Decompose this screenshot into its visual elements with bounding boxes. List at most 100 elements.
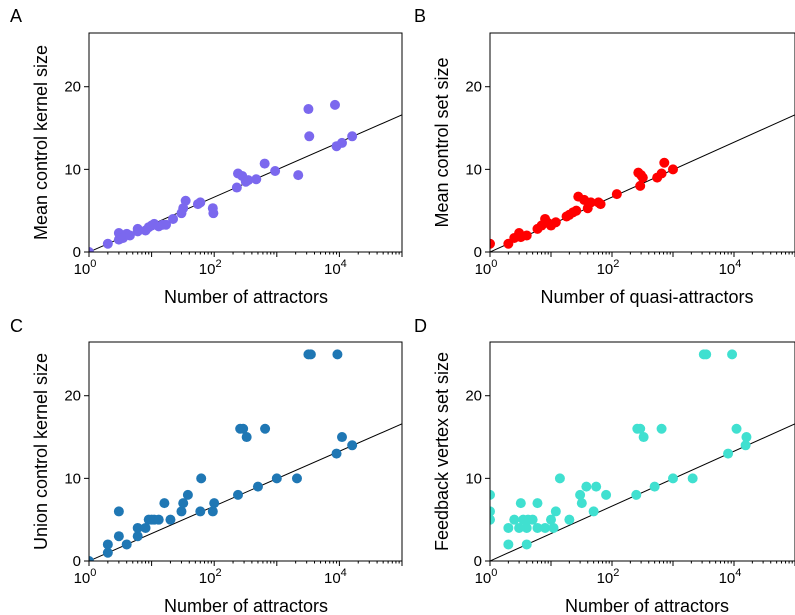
- data-point: [180, 195, 191, 206]
- data-point: [113, 506, 124, 517]
- x-tick-label: 104: [324, 567, 347, 587]
- data-point: [727, 349, 738, 360]
- data-point: [731, 423, 742, 434]
- data-point: [585, 197, 596, 208]
- data-point: [102, 238, 113, 249]
- data-point: [687, 473, 698, 484]
- data-point: [176, 506, 187, 517]
- data-point: [521, 539, 532, 550]
- x-tick-label: 102: [597, 567, 620, 587]
- data-point: [121, 539, 132, 550]
- data-point: [305, 349, 316, 360]
- y-tick-label: 20: [64, 79, 81, 96]
- y-tick-label: 20: [465, 79, 482, 96]
- panel-B: 100 102 104 0 10 20 Number of quasi-attractors…: [414, 6, 795, 307]
- data-point: [490, 238, 495, 249]
- data-point: [336, 432, 347, 443]
- y-tick-label: 0: [474, 553, 482, 570]
- y-axis-label: Feedback vertex set size: [432, 352, 452, 551]
- data-point: [515, 498, 526, 509]
- panel-letter: B: [414, 6, 426, 26]
- data-point: [89, 247, 94, 252]
- y-axis-label: Mean control kernel size: [31, 45, 51, 240]
- data-point: [132, 522, 143, 533]
- data-point: [741, 432, 752, 443]
- x-tick-label: 100: [475, 567, 498, 587]
- x-tick-label: 102: [199, 567, 222, 587]
- panel-letter: D: [414, 316, 427, 336]
- data-point: [638, 432, 649, 443]
- x-tick-label: 102: [199, 258, 222, 278]
- data-point: [631, 489, 642, 500]
- panel-letter: C: [10, 316, 23, 336]
- data-point: [601, 489, 612, 500]
- data-point: [331, 448, 342, 459]
- data-point: [701, 349, 712, 360]
- data-point: [503, 539, 514, 550]
- data-point: [252, 481, 263, 492]
- data-point: [113, 531, 124, 542]
- data-point: [153, 514, 164, 525]
- data-point: [723, 448, 734, 459]
- x-axis-label: Number of attractors: [164, 287, 328, 307]
- data-point: [668, 473, 678, 484]
- data-point: [195, 197, 206, 208]
- data-point: [161, 219, 172, 230]
- data-point: [209, 498, 220, 509]
- data-point: [540, 522, 551, 533]
- data-point: [532, 498, 543, 509]
- data-point: [554, 473, 565, 484]
- panel-C: 100 102 104 0 10 20 Number of attractors Union …: [10, 316, 403, 615]
- data-point: [649, 481, 660, 492]
- data-point: [165, 514, 176, 525]
- data-point: [196, 473, 207, 484]
- data-point: [548, 522, 559, 533]
- y-tick-label: 10: [465, 470, 482, 487]
- data-point: [581, 481, 592, 492]
- data-point: [503, 522, 514, 533]
- x-axis-label: Number of attractors: [565, 596, 729, 615]
- data-point: [178, 498, 189, 509]
- y-tick-label: 0: [73, 244, 81, 261]
- data-point: [132, 531, 143, 542]
- data-point: [208, 208, 219, 219]
- data-point: [611, 189, 622, 200]
- data-point: [509, 514, 520, 525]
- x-tick-label: 104: [719, 567, 742, 587]
- x-axis-label: Number of quasi-attractors: [540, 287, 753, 307]
- data-point: [571, 205, 582, 216]
- y-tick-label: 10: [64, 470, 81, 487]
- data-point: [576, 498, 587, 509]
- data-point: [238, 423, 249, 434]
- data-point: [656, 168, 667, 179]
- data-point: [260, 423, 271, 434]
- data-point: [124, 230, 135, 241]
- x-tick-label: 104: [719, 258, 742, 278]
- data-point: [329, 99, 340, 110]
- y-tick-label: 0: [73, 553, 81, 570]
- x-axis-label: Number of attractors: [164, 596, 328, 615]
- data-point: [550, 217, 561, 228]
- x-tick-label: 102: [597, 258, 620, 278]
- data-point: [347, 131, 358, 142]
- data-point: [89, 556, 94, 561]
- data-point: [564, 514, 575, 525]
- data-point: [521, 522, 532, 533]
- y-tick-label: 0: [474, 244, 482, 261]
- data-point: [303, 104, 314, 115]
- data-point: [527, 514, 538, 525]
- x-tick-label: 104: [324, 258, 347, 278]
- data-point: [659, 157, 670, 168]
- data-point: [207, 506, 218, 517]
- axes-frame: [88, 32, 403, 253]
- data-point: [243, 175, 254, 186]
- data-point: [635, 180, 646, 191]
- data-point: [532, 522, 543, 533]
- data-point: [140, 522, 151, 533]
- data-point: [195, 506, 206, 517]
- data-point: [546, 514, 556, 525]
- x-tick-label: 100: [74, 567, 97, 587]
- data-point: [159, 498, 170, 509]
- y-tick-label: 20: [465, 388, 482, 405]
- data-point: [514, 522, 525, 533]
